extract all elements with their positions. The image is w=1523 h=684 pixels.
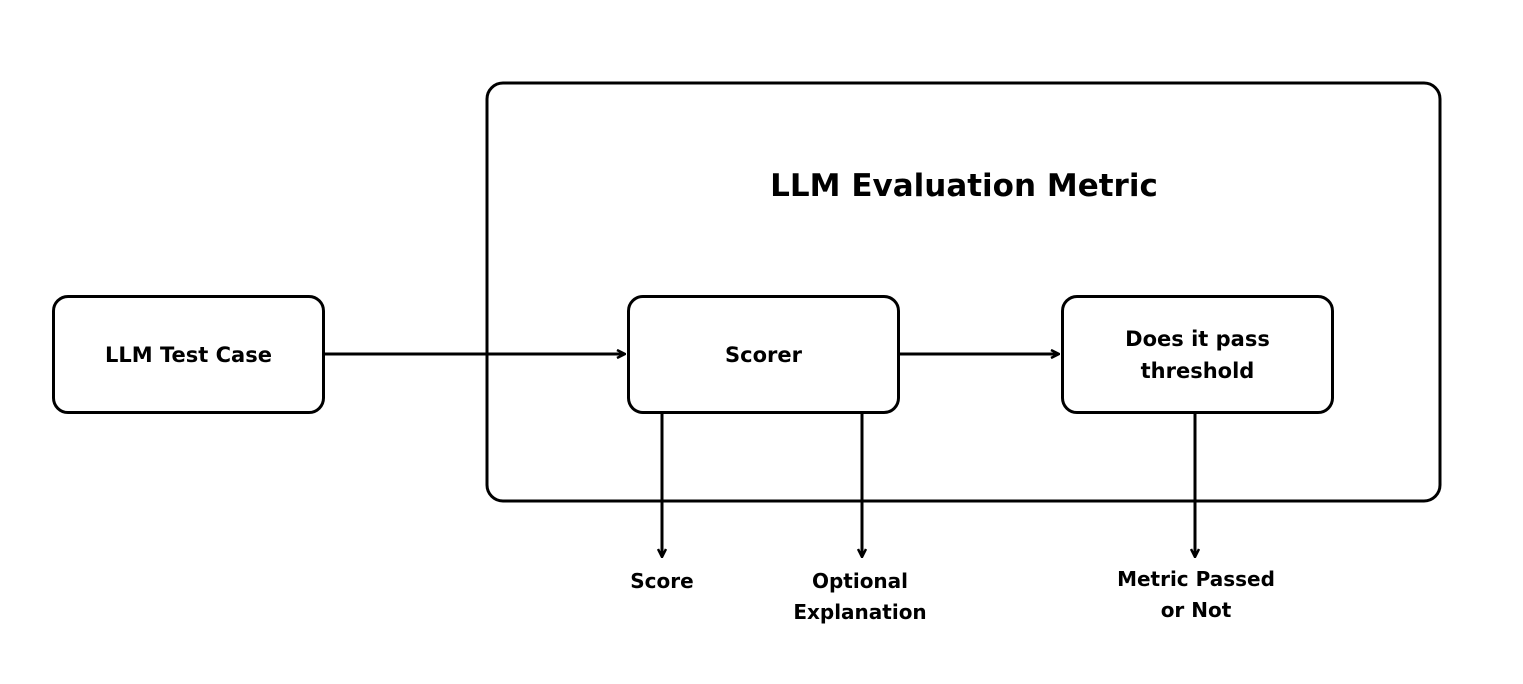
output-explanation: Optional Explanation — [793, 569, 927, 624]
node-scorer: Scorer — [627, 295, 900, 414]
node-label: Does it pass threshold — [1125, 326, 1270, 383]
container-title: LLM Evaluation Metric — [770, 168, 1158, 204]
node-label: LLM Test Case — [105, 342, 272, 367]
node-threshold: Does it pass threshold — [1061, 295, 1334, 414]
metric-container — [485, 81, 1442, 503]
node-label: Scorer — [725, 342, 802, 367]
output-metric: Metric Passed or Not — [1117, 567, 1275, 622]
node-test-case: LLM Test Case — [52, 295, 325, 414]
output-score: Score — [630, 569, 694, 593]
